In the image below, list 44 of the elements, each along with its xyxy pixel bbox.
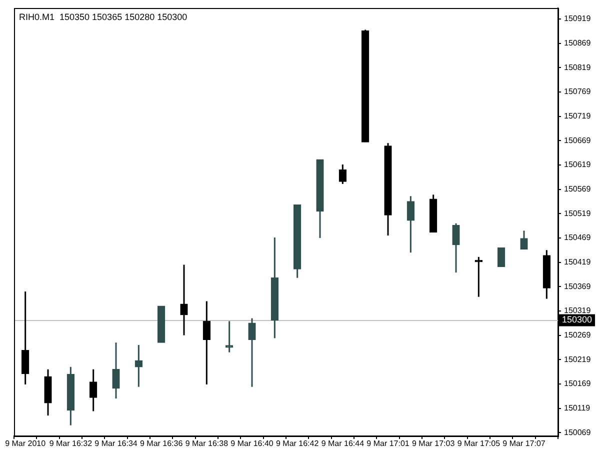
candlestick [498,247,506,267]
candlestick [406,195,414,254]
candlestick [134,344,142,388]
candlestick [452,222,460,274]
candlestick [22,290,30,386]
x-tick-label: 9 Mar 17:01 [366,439,410,448]
y-tick-label: 150069 [564,428,592,437]
x-tick-label: 9 Mar 16:42 [276,439,320,448]
y-tick-label: 150869 [564,38,592,48]
x-tick-label: 9 Mar 2010 [5,439,46,448]
y-tick-label: 150219 [564,354,592,364]
candlestick [112,342,120,400]
y-tick-label: 150569 [564,184,592,194]
candlestick [90,368,98,412]
x-tick-label: 9 Mar 17:03 [412,439,456,448]
y-tick-label: 150819 [564,62,592,72]
candlestick [226,320,234,354]
y-tick-label: 150619 [564,160,592,170]
candlestick [248,317,256,388]
x-tick-label: 9 Mar 17:07 [502,439,546,448]
x-tick-label: 9 Mar 16:36 [140,439,184,448]
x-tick-label: 9 Mar 16:32 [49,439,93,448]
candlestick [202,300,210,386]
x-tick-label: 9 Mar 16:38 [185,439,229,448]
y-tick-label: 150469 [564,233,592,242]
y-tick-label: 150119 [564,403,591,412]
y-tick-label: 150319 [564,306,592,316]
y-tick-label: 150669 [564,136,592,145]
x-tick-label: 9 Mar 16:34 [94,439,138,448]
y-tick-label: 150169 [564,379,592,388]
x-tick-label: 9 Mar 16:44 [321,439,365,448]
y-tick-label: 150419 [564,257,592,266]
y-tick-label: 150769 [564,87,592,96]
y-tick-label: 150519 [564,208,592,218]
y-tick-label: 150269 [564,330,592,340]
candlestick [180,264,188,336]
ref-line-label: 150300 [562,314,592,325]
y-tick-label: 150369 [564,282,592,291]
y-tick-label: 150919 [564,14,592,24]
candlestick [474,256,482,298]
chart-title: RIH0.M1 150350 150365 150280 150300 [19,12,188,22]
x-tick-label: 9 Mar 16:40 [230,439,274,448]
x-tick-label: 9 Mar 17:05 [457,439,501,448]
y-tick-label: 150719 [564,112,592,121]
